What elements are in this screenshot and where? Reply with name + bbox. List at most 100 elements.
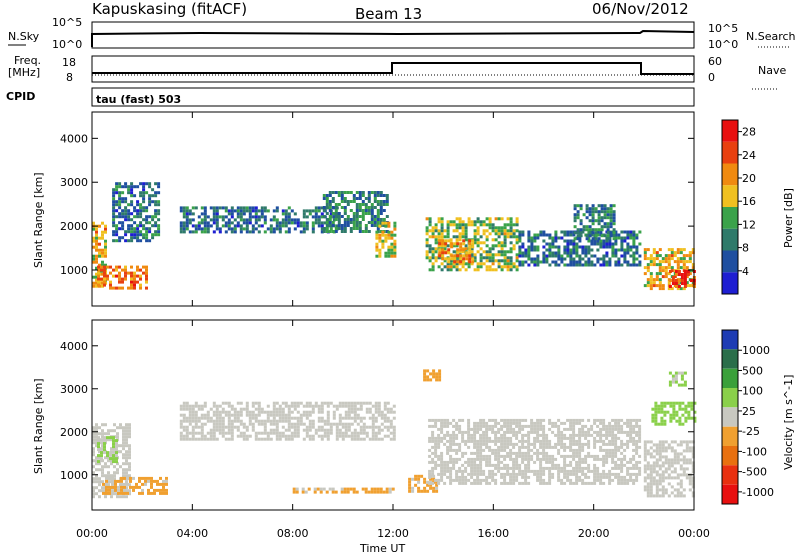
data-cell [473, 235, 477, 239]
data-cell [346, 203, 350, 206]
data-cell [269, 227, 273, 231]
data-cell [667, 254, 671, 258]
data-cell [617, 233, 621, 237]
data-cell [462, 254, 466, 258]
data-cell [133, 286, 136, 290]
data-cell [379, 212, 383, 215]
data-cell [673, 461, 677, 465]
data-cell [643, 248, 647, 252]
data-cell [452, 250, 456, 254]
data-cell [654, 419, 658, 423]
data-cell [380, 428, 384, 432]
data-cell [599, 263, 603, 267]
data-cell [655, 278, 659, 282]
data-cell [473, 466, 477, 470]
data-cell [200, 212, 204, 216]
data-cell [527, 433, 531, 437]
data-cell [95, 462, 98, 466]
data-cell [245, 437, 249, 441]
data-cell [347, 434, 351, 438]
data-cell [326, 404, 330, 408]
data-cell [682, 449, 686, 453]
data-cell [136, 224, 140, 228]
data-cell [179, 209, 183, 213]
data-cell [101, 432, 104, 436]
data-cell [602, 263, 606, 267]
data-cell [428, 454, 432, 458]
data-cell [272, 422, 276, 426]
data-cell [319, 487, 323, 491]
data-cell [452, 463, 456, 467]
data-cell [275, 227, 279, 231]
data-cell [560, 230, 564, 234]
data-cell [215, 428, 219, 432]
data-cell [566, 230, 570, 234]
data-cell [95, 230, 98, 234]
data-cell [673, 470, 677, 474]
data-cell [449, 220, 453, 224]
data-cell [620, 475, 624, 479]
data-cell [584, 472, 588, 476]
data-cell [467, 418, 471, 422]
data-cell [431, 439, 435, 443]
data-cell [142, 197, 146, 201]
data-cell [608, 242, 612, 246]
data-cell [539, 421, 543, 425]
data-cell [594, 231, 598, 235]
data-cell [467, 433, 471, 437]
data-cell [145, 230, 149, 234]
data-cell [581, 245, 585, 249]
data-cell [281, 416, 285, 420]
data-cell [227, 410, 231, 414]
data-cell [125, 480, 128, 484]
data-cell [359, 416, 363, 420]
data-cell [515, 241, 519, 245]
data-cell [153, 491, 156, 495]
data-cell [614, 466, 618, 470]
data-cell [482, 424, 486, 428]
data-cell [635, 445, 639, 449]
data-cell [263, 422, 267, 426]
data-cell [652, 263, 656, 267]
colorbar-tick-label: 100 [742, 385, 763, 398]
data-cell [596, 430, 600, 434]
data-cell [100, 265, 103, 269]
data-cell [652, 467, 656, 471]
data-cell [683, 282, 687, 285]
data-cell [209, 419, 213, 423]
data-cell [101, 486, 104, 490]
data-cell [693, 419, 697, 423]
data-cell [464, 475, 468, 479]
data-cell [130, 286, 133, 290]
data-cell [597, 222, 601, 226]
data-cell [188, 218, 192, 222]
data-cell [380, 416, 384, 420]
data-cell [322, 206, 326, 209]
data-cell [113, 429, 116, 433]
data-cell [248, 221, 252, 225]
data-cell [358, 206, 362, 209]
data-cell [660, 419, 664, 423]
data-cell [572, 248, 576, 252]
data-cell [346, 490, 350, 494]
data-cell [151, 200, 155, 204]
data-cell [392, 437, 396, 441]
data-cell [374, 407, 378, 411]
data-cell [200, 221, 204, 225]
data-cell [620, 427, 624, 431]
data-cell [355, 490, 359, 494]
data-cell [355, 215, 359, 218]
data-cell [626, 248, 630, 252]
data-cell [443, 244, 447, 248]
data-cell [548, 421, 552, 425]
data-cell [626, 469, 630, 473]
data-cell [275, 410, 279, 414]
data-cell [115, 227, 119, 231]
data-cell [191, 410, 195, 414]
data-cell [197, 425, 201, 429]
data-cell [125, 444, 128, 448]
data-cell [658, 467, 662, 471]
data-cell [603, 216, 607, 220]
x-tick-label: 20:00 [578, 527, 610, 540]
data-cell [275, 431, 279, 435]
